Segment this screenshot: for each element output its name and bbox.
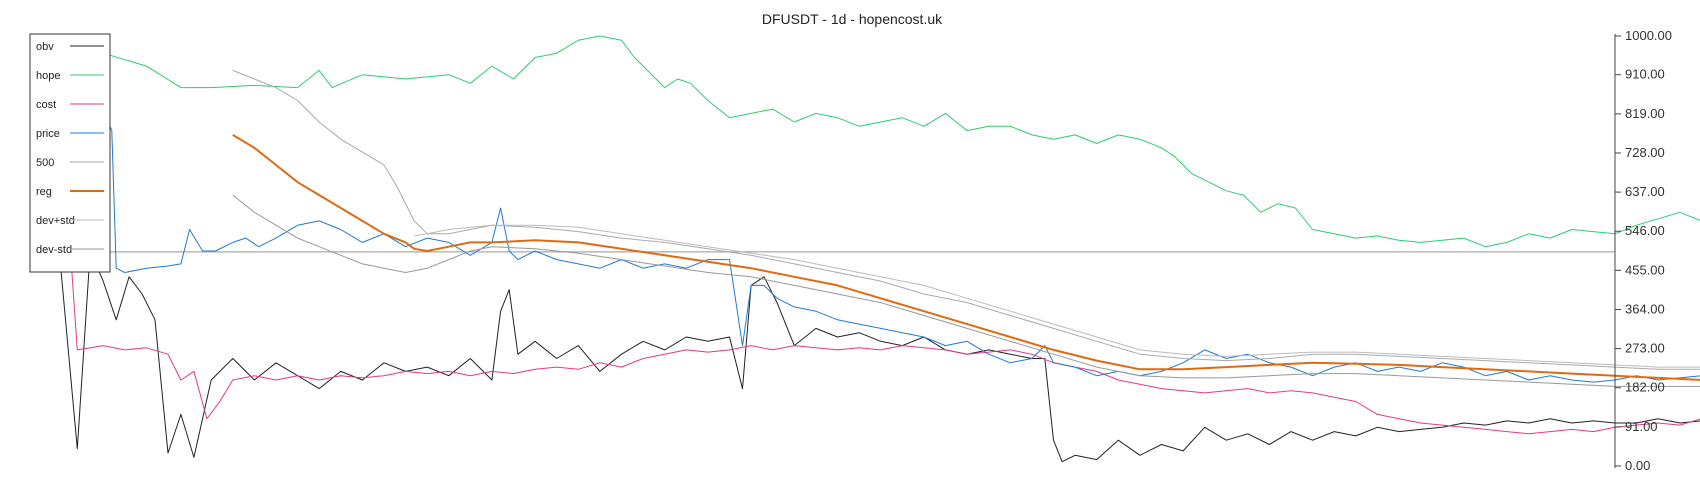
y-tick-label: 364.00 <box>1625 301 1665 316</box>
series-line-dev-std <box>414 224 1700 368</box>
series-line-dev-std <box>232 194 1700 387</box>
series-line-reg <box>232 134 1700 381</box>
legend-item: dev+std <box>36 215 104 227</box>
chart-title: DFUSDT - 1d - hopencost.uk <box>762 11 943 27</box>
legend-label: obv <box>36 41 54 53</box>
y-tick-label: 637.00 <box>1625 184 1665 199</box>
y-tick-label: 455.00 <box>1625 262 1665 277</box>
legend-item: 500 <box>36 157 104 169</box>
y-tick-label: 273.00 <box>1625 341 1665 356</box>
legend-item: price <box>36 128 104 140</box>
legend-item: reg <box>36 186 104 198</box>
y-tick-label: 546.00 <box>1625 223 1665 238</box>
legend-label: price <box>36 128 60 140</box>
legend-item: hope <box>36 70 104 82</box>
y-tick-label: 910.00 <box>1625 67 1665 82</box>
legend-label: dev-std <box>36 244 72 256</box>
y-tick-label: 1000.00 <box>1625 28 1672 43</box>
legend-item: cost <box>36 99 104 111</box>
y-axis: 0.00 91.00 182.00 273.00 364.00 455.00 546.00 6… <box>1614 28 1672 473</box>
legend-label: reg <box>36 186 52 198</box>
series-line-cost <box>59 224 1700 435</box>
y-tick-label: 819.00 <box>1625 106 1665 121</box>
plot-area <box>59 35 1700 463</box>
series-line-hope <box>59 35 1700 248</box>
y-tick-label: 728.00 <box>1625 145 1665 160</box>
series-line-obv <box>59 250 1700 463</box>
y-tick-label: 0.00 <box>1625 458 1650 473</box>
legend-label: hope <box>36 70 60 82</box>
y-tick-label: 182.00 <box>1625 380 1665 395</box>
legend-label: 500 <box>36 157 54 169</box>
legend: obv hope cost price 500 reg dev+std dev-std <box>29 33 111 273</box>
series-line-price <box>59 78 1700 383</box>
legend-label: cost <box>36 99 56 111</box>
series-line-500 <box>232 69 1700 370</box>
legend-item: dev-std <box>36 244 104 256</box>
y-tick-label: 91.00 <box>1625 419 1658 434</box>
legend-label: dev+std <box>36 215 75 227</box>
legend-box <box>29 33 111 273</box>
legend-item: obv <box>36 41 104 53</box>
